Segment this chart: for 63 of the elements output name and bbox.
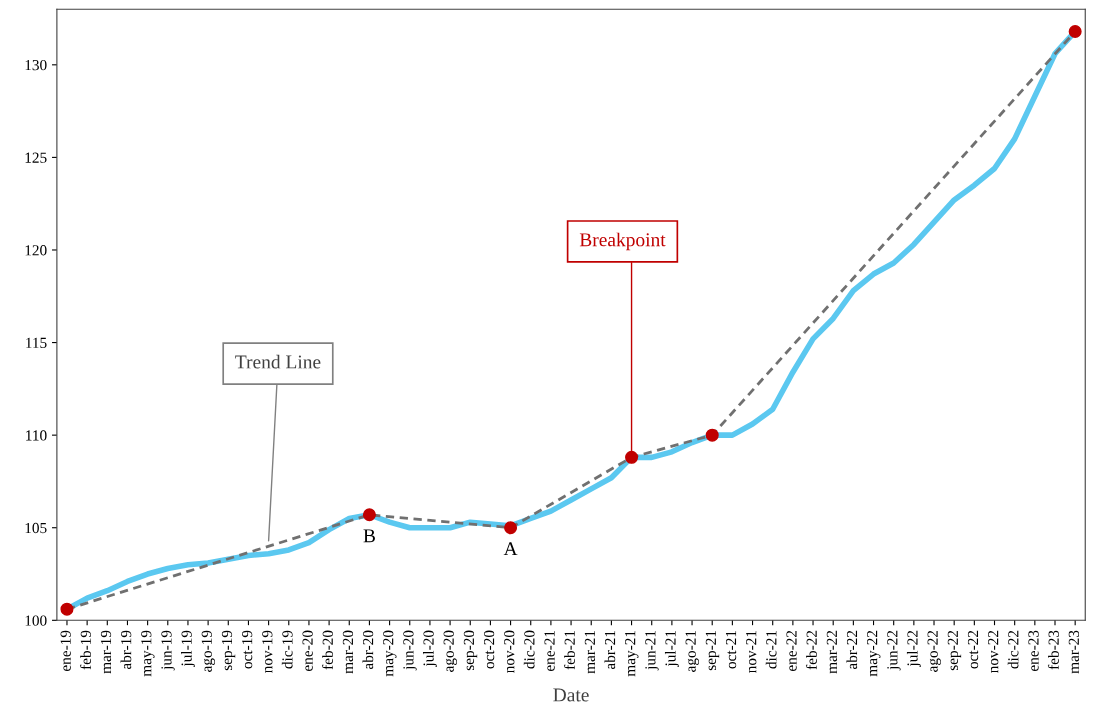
x-tick-label: abr-22 (846, 630, 858, 670)
x-tick-label: sep-19 (221, 630, 236, 671)
y-tick-label: 115 (26, 337, 47, 349)
annotation: B (363, 529, 375, 543)
x-tick-label: ago-22 (927, 630, 941, 672)
x-tick-label: ago-20 (443, 630, 458, 672)
x-tick-label: mar-21 (584, 630, 596, 674)
y-tick-label: 120 (25, 245, 47, 256)
x-tick-label: mar-22 (826, 630, 838, 674)
x-tick-label: ene-20 (302, 630, 313, 671)
x-tick-label: nov-19 (262, 630, 273, 673)
x-tick-label: jun-22 (887, 630, 901, 671)
x-tick-label: sep-20 (463, 630, 478, 671)
x-tick-label: may-19 (141, 630, 155, 677)
x-tick-label: ene-22 (786, 630, 797, 671)
annotation: A (503, 542, 518, 556)
x-tick-label: may-22 (867, 630, 881, 677)
x-tick-label: jul-20 (422, 630, 437, 667)
x-tick-label: abr-21 (604, 630, 616, 670)
x-tick-label: oct-21 (725, 630, 737, 669)
x-tick-label: may-21 (625, 630, 639, 677)
x-tick-label: nov-21 (746, 630, 757, 673)
x-tick-label: jun-21 (645, 630, 659, 671)
x-axis-title: Date (553, 688, 589, 702)
annotation: Breakpoint (579, 232, 666, 251)
x-tick-label: ene-23 (1028, 630, 1039, 671)
x-tick-label: nov-22 (988, 630, 999, 673)
x-tick-label: oct-19 (242, 630, 253, 669)
x-tick-label: mar-20 (342, 630, 354, 674)
y-tick-label: 100 (25, 615, 47, 626)
x-tick-label: feb-19 (80, 630, 91, 670)
x-tick-label: sep-22 (947, 630, 962, 671)
x-tick-label: feb-21 (563, 630, 575, 670)
y-tick-label: 110 (26, 430, 47, 441)
x-tick-label: sep-21 (705, 630, 720, 671)
x-tick-label: nov-20 (504, 630, 515, 673)
x-tick-label: ago-21 (685, 630, 699, 672)
x-tick-label: mar-19 (100, 630, 112, 674)
y-tick-label: 130 (25, 59, 47, 71)
x-tick-label: may-20 (383, 630, 397, 677)
x-tick-label: feb-23 (1047, 630, 1059, 670)
x-tick-label: jul-22 (906, 630, 921, 667)
x-tick-label: dic-22 (1007, 630, 1019, 669)
x-tick-label: jul-21 (664, 630, 679, 667)
x-tick-label: feb-22 (805, 630, 817, 670)
x-tick-label: jun-20 (403, 630, 417, 671)
x-tick-label: feb-20 (322, 630, 333, 670)
x-tick-label: dic-20 (523, 630, 535, 669)
x-tick-label: dic-21 (765, 630, 777, 669)
x-tick-label: jul-19 (181, 630, 195, 667)
x-tick-label: jun-19 (161, 630, 175, 671)
x-tick-label: dic-19 (281, 630, 293, 669)
y-tick-label: 105 (25, 522, 47, 534)
x-tick-label: oct-22 (967, 630, 979, 669)
x-tick-label: abr-20 (362, 630, 374, 670)
x-tick-label: ene-21 (544, 630, 555, 671)
annotation: Trend Line (235, 354, 321, 369)
y-tick-label: 125 (25, 152, 47, 163)
x-tick-label: abr-19 (120, 630, 132, 670)
x-tick-label: oct-20 (483, 630, 495, 669)
x-tick-label: ene-19 (60, 630, 71, 671)
x-tick-label: ago-19 (201, 630, 216, 672)
x-tick-label: mar-23 (1068, 630, 1079, 674)
